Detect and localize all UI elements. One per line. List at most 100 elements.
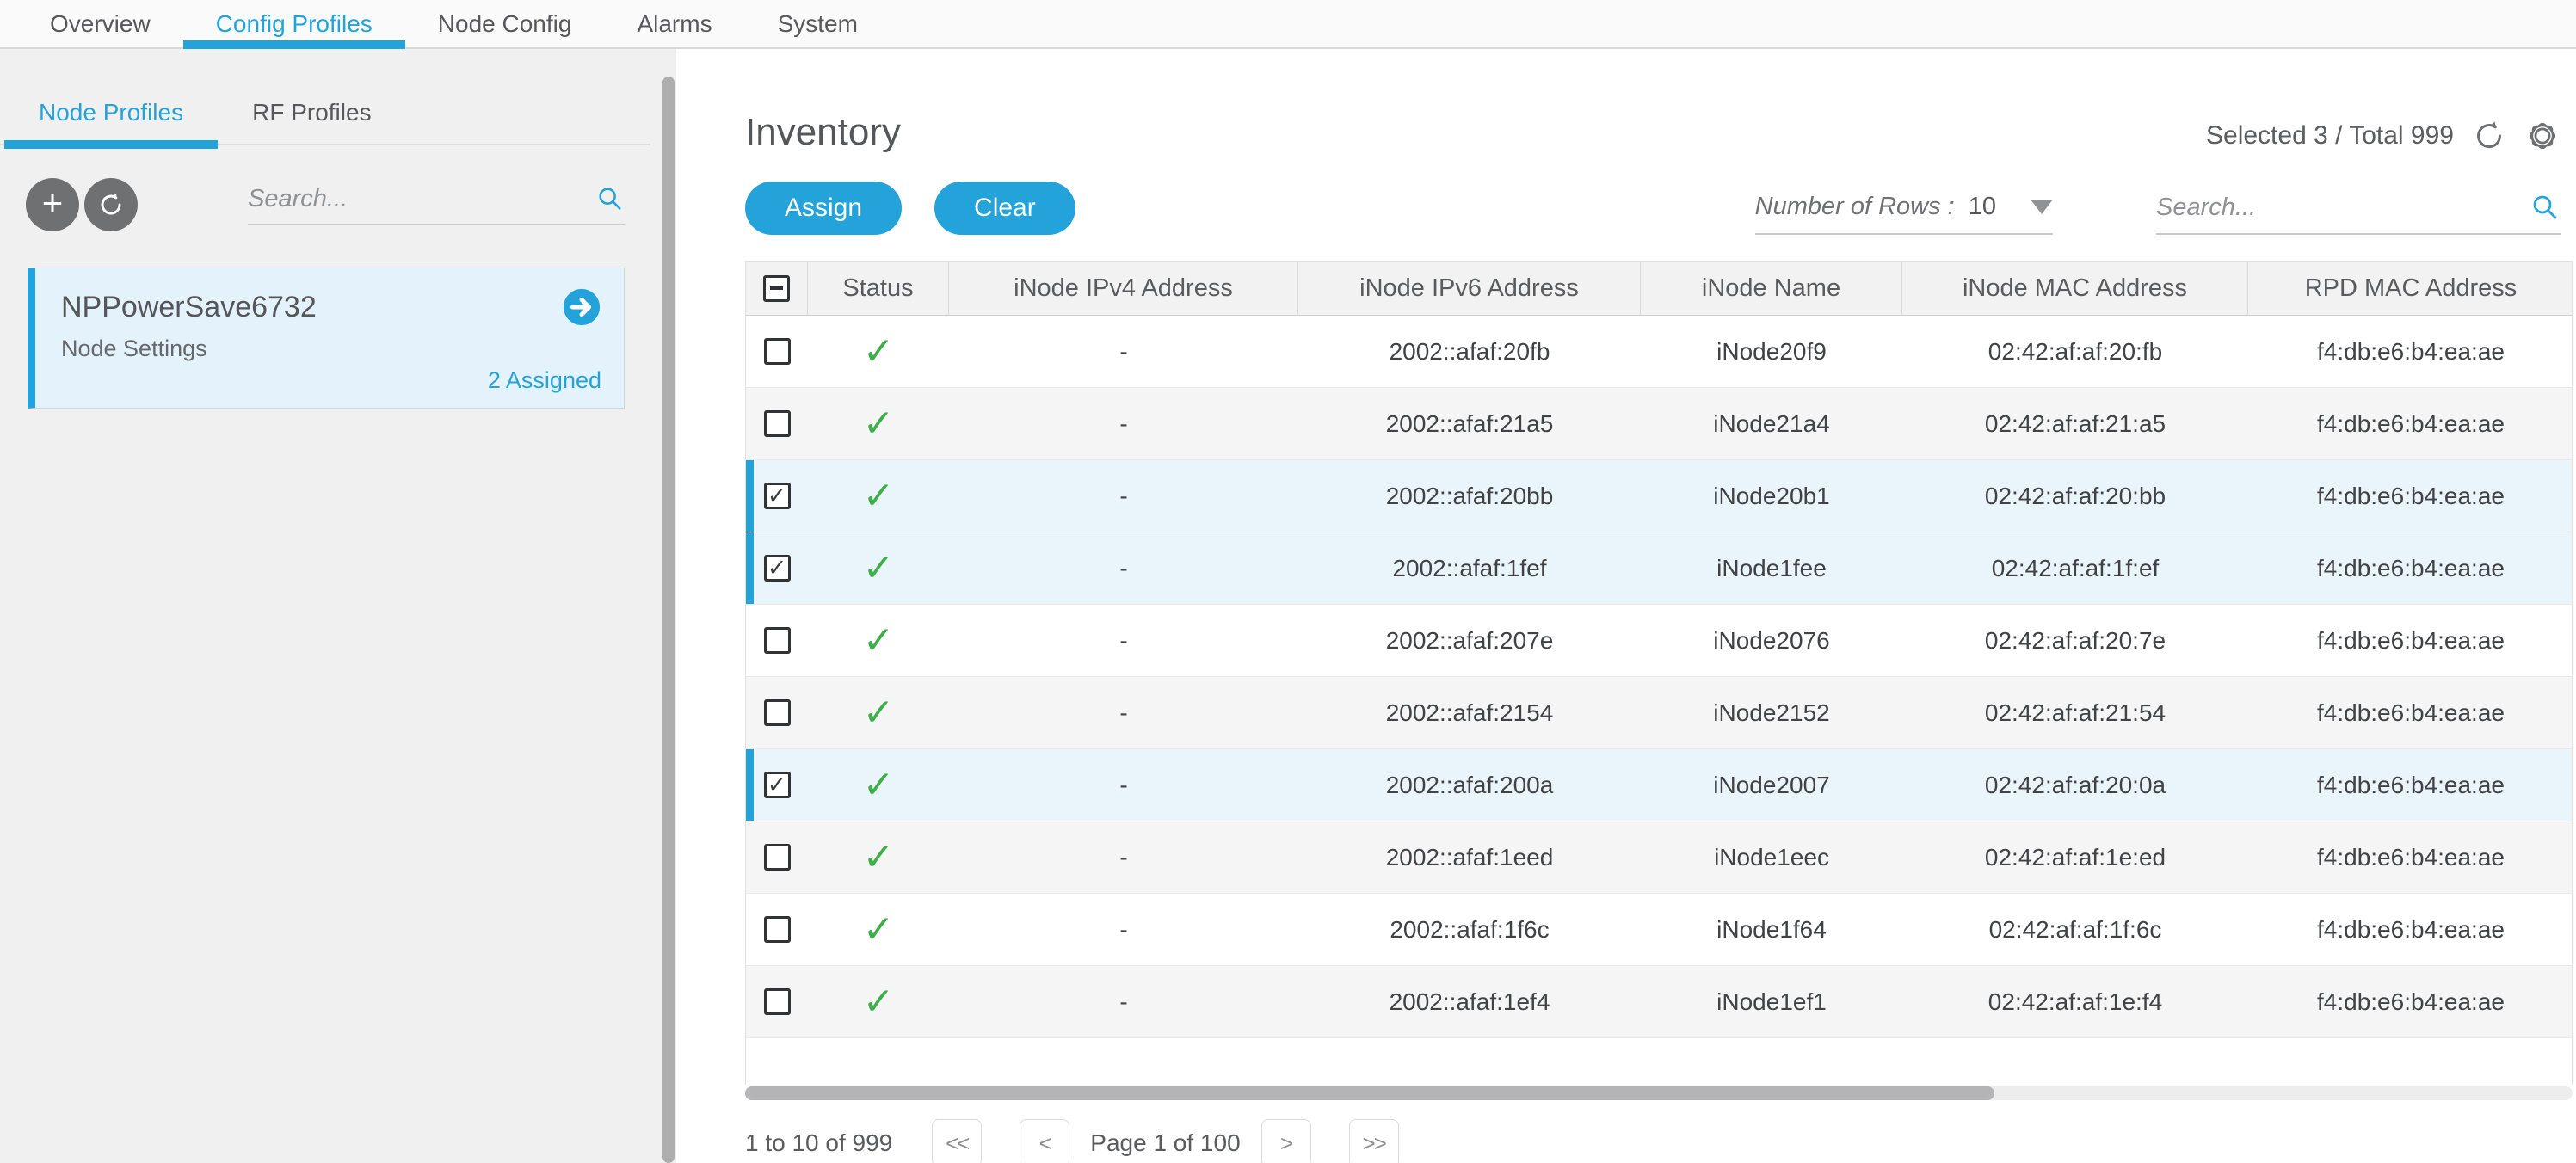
rows-per-page-label: Number of Rows : (1755, 193, 1955, 221)
sidebar-search-input[interactable] (248, 185, 595, 213)
status-ok-icon: ✓ (863, 405, 895, 443)
cell-rpd-mac: f4:db:e6:b4:ea:ae (2248, 677, 2573, 748)
cell-inode-ipv6: 2002::afaf:1f6c (1298, 894, 1641, 965)
cell-inode-ipv6: 2002::afaf:1ef4 (1298, 966, 1641, 1037)
table-row[interactable]: ✓-2002::afaf:20fbiNode20f902:42:af:af:20… (746, 316, 2572, 388)
status-ok-icon: ✓ (863, 333, 895, 371)
nav-item-alarms[interactable]: Alarms (604, 0, 744, 47)
cell-rpd-mac: f4:db:e6:b4:ea:ae (2248, 894, 2573, 965)
table-search-input[interactable] (2156, 194, 2530, 222)
sidebar: Node Profiles RF Profiles + (0, 49, 676, 1163)
row-checkbox[interactable] (764, 699, 791, 726)
table-row[interactable]: ✓ -2002::afaf:1eediNode1eec02:42:af:af:1e… (746, 821, 2572, 894)
cell-inode-mac: 02:42:af:af:20:0a (1902, 749, 2248, 821)
sidebar-tabs: Node Profiles RF Profiles (0, 49, 650, 145)
next-page-button[interactable]: > (1261, 1119, 1311, 1163)
cell-inode-mac: 02:42:af:af:1f:ef (1902, 532, 2248, 604)
chevron-down-icon (2031, 200, 2053, 214)
cell-inode-name: iNode1fee (1641, 532, 1902, 604)
table-header-row: Status iNode IPv4 Address iNode IPv6 Add… (746, 261, 2572, 316)
status-ok-icon: ✓ (863, 839, 895, 877)
pagination-page-text: Page 1 of 100 (1090, 1129, 1240, 1157)
page-title: Inventory (745, 111, 901, 154)
table-row[interactable]: ✓-2002::afaf:1f6ciNode1f6402:42:af:af:1f… (746, 894, 2572, 966)
table-row[interactable]: ✓-2002::afaf:2154iNode215202:42:af:af:21… (746, 677, 2572, 749)
cell-rpd-mac: f4:db:e6:b4:ea:ae (2248, 749, 2573, 821)
selection-summary: Selected 3 / Total 999 (2206, 121, 2454, 151)
cell-inode-name: iNode1f64 (1641, 894, 1902, 965)
nav-item-system[interactable]: System (745, 0, 891, 47)
pagination-range-text: 1 to 10 of 999 (745, 1129, 892, 1157)
cell-inode-name: iNode20b1 (1641, 460, 1902, 532)
table-row[interactable]: ✓-2002::afaf:21a5iNode21a402:42:af:af:21… (746, 388, 2572, 460)
nav-item-overview[interactable]: Overview (17, 0, 183, 47)
tab-rf-profiles[interactable]: RF Profiles (218, 99, 405, 144)
row-checkbox[interactable] (764, 916, 791, 943)
refresh-table-icon[interactable] (2471, 118, 2507, 154)
row-checkbox[interactable] (764, 844, 791, 871)
profile-card-assigned-count[interactable]: 2 Assigned (61, 367, 601, 394)
search-icon[interactable] (595, 184, 625, 213)
cell-inode-ipv4: - (949, 532, 1298, 604)
clear-button[interactable]: Clear (934, 182, 1075, 235)
settings-gear-icon[interactable] (2524, 118, 2561, 154)
column-header-inode-ipv6: iNode IPv6 Address (1298, 262, 1641, 315)
tab-node-profiles[interactable]: Node Profiles (4, 99, 218, 144)
rows-per-page-value: 10 (1969, 193, 1996, 221)
row-checkbox[interactable] (764, 988, 791, 1015)
sidebar-scrollbar[interactable] (662, 77, 675, 1163)
table-body: ✓-2002::afaf:20fbiNode20f902:42:af:af:20… (746, 316, 2572, 1038)
nav-item-config-profiles[interactable]: Config Profiles (183, 0, 405, 47)
last-page-button[interactable]: >> (1349, 1119, 1399, 1163)
profile-card-subtitle: Node Settings (61, 335, 601, 362)
cell-inode-name: iNode1eec (1641, 821, 1902, 893)
column-header-inode-ipv4: iNode IPv4 Address (949, 262, 1298, 315)
profile-card[interactable]: NPPowerSave6732 Node Settings 2 Assigned (28, 268, 625, 409)
cell-inode-ipv4: - (949, 749, 1298, 821)
row-checkbox[interactable] (764, 338, 791, 365)
refresh-profiles-button[interactable] (84, 178, 138, 231)
table-row[interactable]: ✓✓-2002::afaf:1fefiNode1fee02:42:af:af:1… (746, 532, 2572, 605)
column-header-inode-mac: iNode MAC Address (1902, 262, 2248, 315)
row-checkbox[interactable]: ✓ (764, 555, 791, 582)
horizontal-scrollbar-thumb[interactable] (745, 1086, 1994, 1100)
cell-rpd-mac: f4:db:e6:b4:ea:ae (2248, 316, 2573, 387)
table-row[interactable]: ✓-2002::afaf:207eiNode207602:42:af:af:20… (746, 605, 2572, 677)
rows-per-page-dropdown[interactable]: Number of Rows : 10 (1755, 193, 2053, 235)
main-content: Inventory Selected 3 / Total 999 (676, 49, 2576, 1163)
cell-inode-name: iNode20f9 (1641, 316, 1902, 387)
profile-card-title: NPPowerSave6732 (61, 291, 317, 324)
table-row[interactable]: ✓-2002::afaf:1ef4iNode1ef102:42:af:af:1e… (746, 966, 2572, 1038)
cell-inode-name: iNode21a4 (1641, 388, 1902, 459)
row-checkbox[interactable] (764, 627, 791, 654)
cell-rpd-mac: f4:db:e6:b4:ea:ae (2248, 388, 2573, 459)
nav-item-node-config[interactable]: Node Config (405, 0, 605, 47)
horizontal-scrollbar-track[interactable] (745, 1086, 2573, 1100)
cell-inode-ipv4: - (949, 821, 1298, 893)
cell-inode-ipv4: - (949, 460, 1298, 532)
table-empty-area (746, 1038, 2572, 1085)
open-profile-arrow-icon[interactable] (562, 287, 601, 327)
table-row[interactable]: ✓✓-2002::afaf:200aiNode200702:42:af:af:2… (746, 749, 2572, 821)
prev-page-button[interactable]: < (1020, 1119, 1069, 1163)
row-checkbox[interactable] (764, 410, 791, 437)
row-checkbox[interactable]: ✓ (764, 483, 791, 509)
assign-button[interactable]: Assign (745, 182, 902, 235)
search-icon[interactable] (2530, 192, 2561, 223)
cell-inode-ipv6: 2002::afaf:1fef (1298, 532, 1641, 604)
row-checkbox[interactable]: ✓ (764, 772, 791, 798)
status-ok-icon: ✓ (863, 911, 895, 949)
cell-inode-mac: 02:42:af:af:21:54 (1902, 677, 2248, 748)
add-profile-button[interactable]: + (26, 178, 79, 231)
table-row[interactable]: ✓✓-2002::afaf:20bbiNode20b102:42:af:af:2… (746, 460, 2572, 532)
cell-rpd-mac: f4:db:e6:b4:ea:ae (2248, 966, 2573, 1037)
cell-inode-mac: 02:42:af:af:20:fb (1902, 316, 2248, 387)
select-all-checkbox[interactable] (763, 275, 790, 302)
first-page-button[interactable]: << (932, 1119, 982, 1163)
column-header-rpd-mac: RPD MAC Address (2248, 262, 2573, 315)
cell-inode-ipv6: 2002::afaf:1eed (1298, 821, 1641, 893)
cell-inode-mac: 02:42:af:af:20:bb (1902, 460, 2248, 532)
cell-inode-mac: 02:42:af:af:1e:ed (1902, 821, 2248, 893)
column-header-status: Status (808, 262, 949, 315)
cell-inode-ipv4: - (949, 677, 1298, 748)
